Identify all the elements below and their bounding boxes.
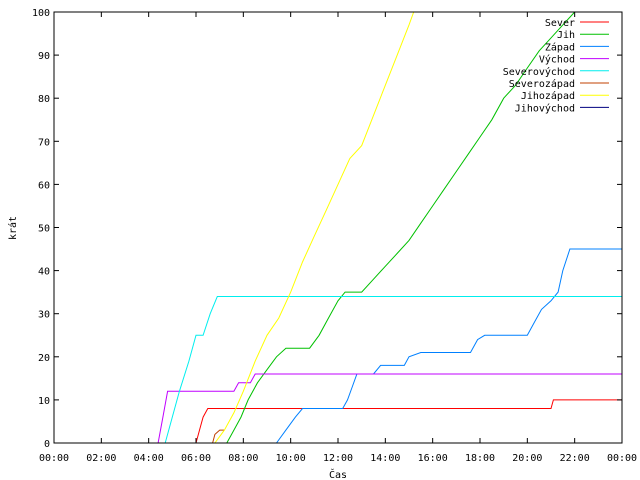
x-tick-label: 14:00 <box>370 453 400 464</box>
legend-label: Jihovýchod <box>515 102 575 114</box>
y-axis-label: krát <box>7 216 19 240</box>
x-tick-label: 20:00 <box>512 453 542 464</box>
x-tick-label: 02:00 <box>86 453 116 464</box>
x-tick-label: 10:00 <box>276 453 306 464</box>
legend-label: Severovýchod <box>503 66 575 78</box>
series-layer <box>157 11 622 444</box>
y-tick-label: 0 <box>44 439 50 450</box>
series-line-jihozápad <box>214 11 415 444</box>
x-tick-label: 08:00 <box>228 453 258 464</box>
x-tick-label: 22:00 <box>560 453 590 464</box>
y-tick-label: 10 <box>38 396 50 407</box>
legend-label: Severozápad <box>509 78 575 90</box>
series-line-západ <box>276 248 622 444</box>
legend-label: Jih <box>557 30 575 41</box>
y-tick-label: 30 <box>38 310 50 321</box>
series-line-severovýchod <box>164 296 622 444</box>
legend-label: Východ <box>539 54 575 66</box>
y-tick-label: 60 <box>38 180 50 191</box>
y-tick-label: 20 <box>38 353 50 364</box>
x-tick-label: 04:00 <box>134 453 164 464</box>
x-tick-label: 18:00 <box>465 453 495 464</box>
series-line-sever <box>195 399 622 444</box>
legend-label: Sever <box>545 18 575 29</box>
series-line-východ <box>157 373 622 444</box>
legend-label: Západ <box>545 41 575 53</box>
x-tick-label: 06:00 <box>181 453 211 464</box>
legend: SeverJihZápadVýchodSeverovýchodSeverozáp… <box>503 18 609 114</box>
series-line-jih <box>226 11 576 444</box>
y-tick-label: 80 <box>38 94 50 105</box>
x-axis-label: Čas <box>329 468 347 480</box>
series-line-severozápad <box>212 429 225 444</box>
y-tick-label: 50 <box>38 224 50 235</box>
x-tick-label: 00:00 <box>607 453 637 464</box>
y-tick-label: 100 <box>32 8 50 19</box>
x-tick-label: 00:00 <box>39 453 69 464</box>
x-tick-label: 12:00 <box>323 453 353 464</box>
y-tick-label: 70 <box>38 137 50 148</box>
y-tick-label: 40 <box>38 267 50 278</box>
axes-layer: 0 10 20 30 40 50 60 70 80 90 100 00:00 02:00 04:00 06:… <box>32 8 637 464</box>
x-tick-label: 16:00 <box>418 453 448 464</box>
legend-label: Jihozápad <box>521 90 575 102</box>
y-tick-label: 90 <box>38 51 50 62</box>
